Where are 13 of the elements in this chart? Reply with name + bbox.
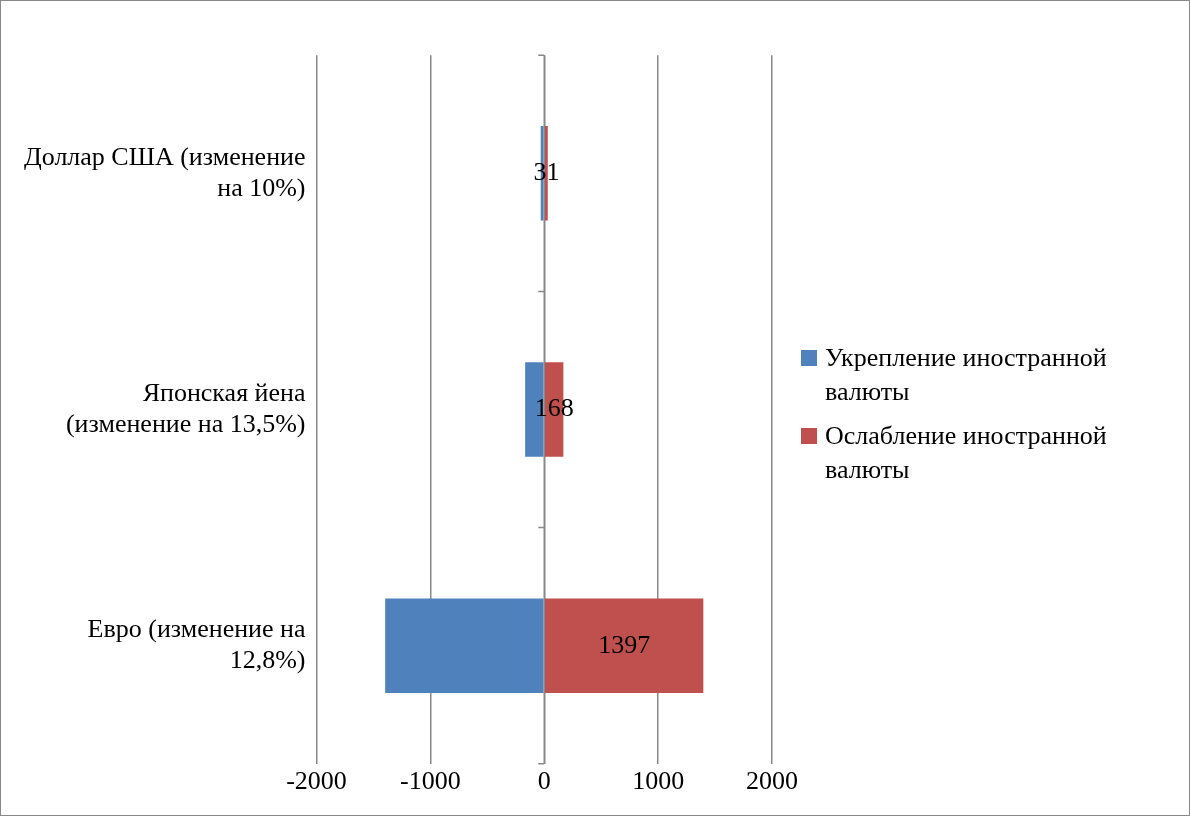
x-tick-label: -1000 bbox=[400, 766, 461, 796]
y-tick-label: Евро (изменение на 12,8%) bbox=[87, 613, 306, 675]
y-tick-label: Доллар США (изменение на 10%) bbox=[23, 141, 306, 202]
x-tick-label: 2000 bbox=[746, 766, 798, 796]
x-tick-label: 1000 bbox=[632, 766, 685, 796]
data-label: 1397 bbox=[598, 629, 651, 659]
y-tick-label: Японская йена (изменение на 13,5%) bbox=[65, 377, 306, 438]
bar bbox=[385, 598, 544, 693]
x-tick-label: -2000 bbox=[286, 766, 347, 796]
x-tick-label: 0 bbox=[537, 766, 551, 796]
bar bbox=[545, 598, 704, 693]
legend-label: Укрепление иностранной валюты bbox=[825, 342, 1108, 408]
legend-label: Ослабление иностранной валюты bbox=[825, 420, 1108, 486]
